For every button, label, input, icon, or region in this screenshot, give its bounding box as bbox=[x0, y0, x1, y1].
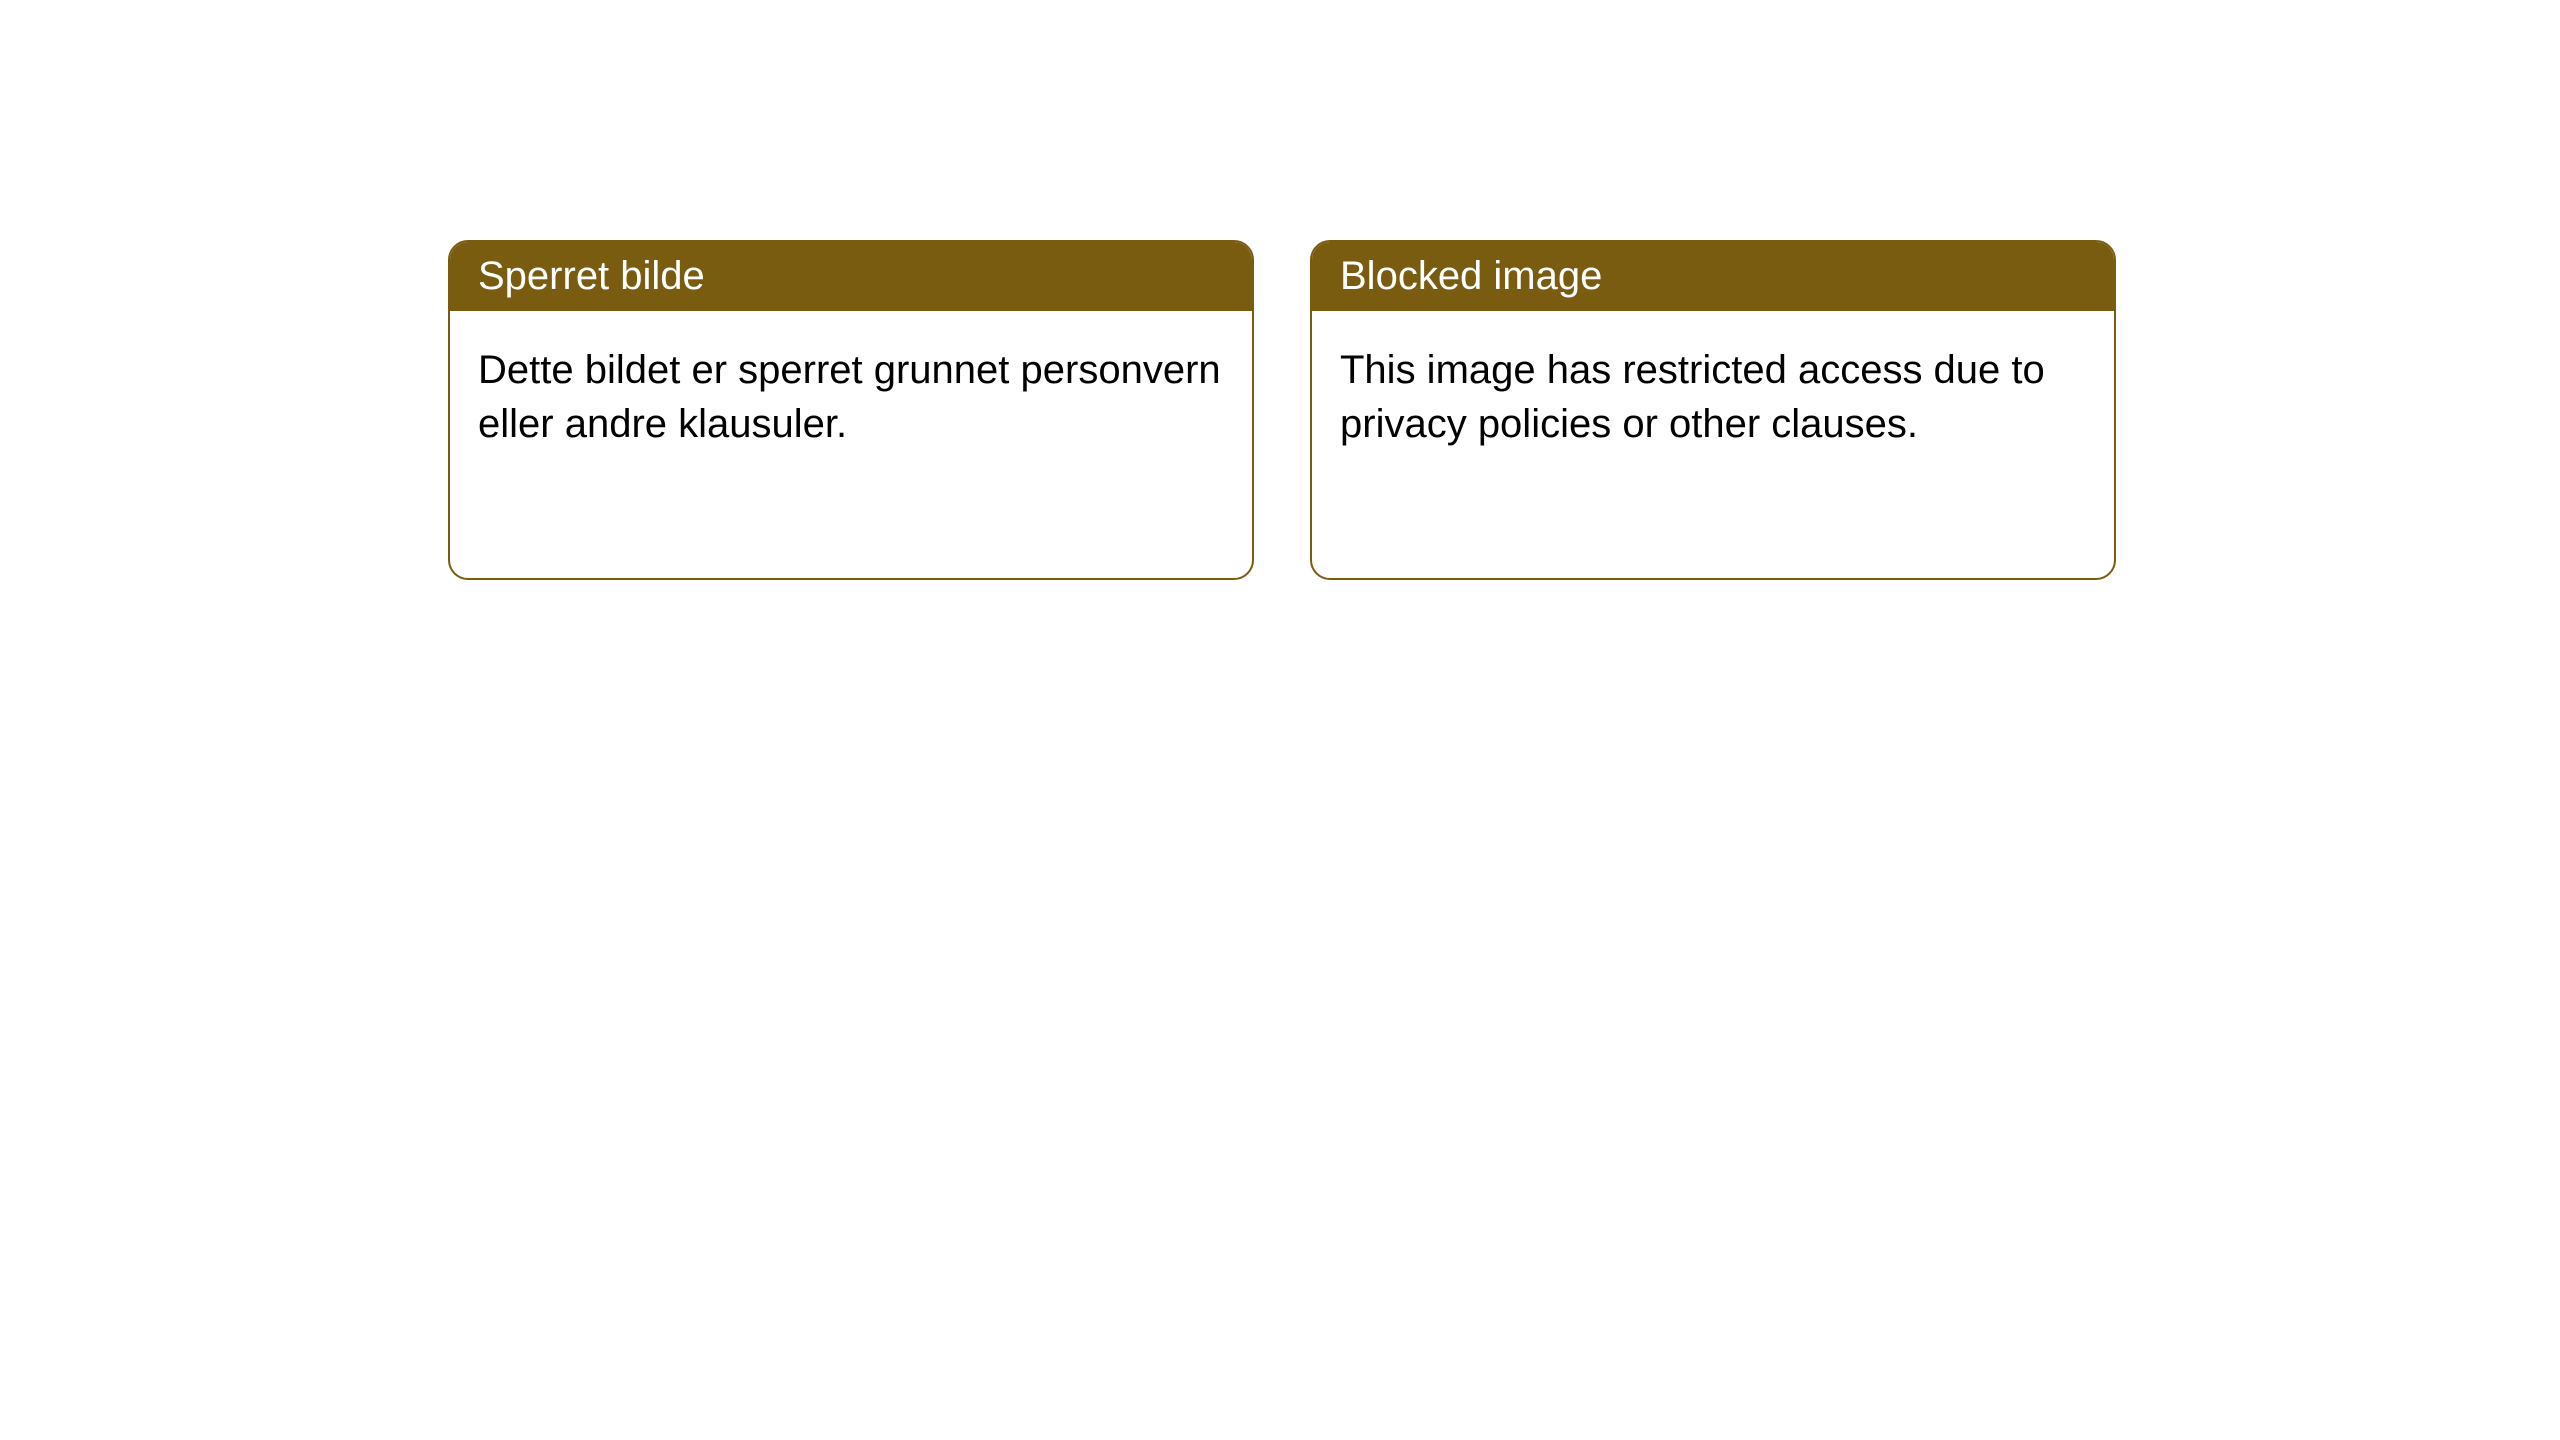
notice-card-norwegian: Sperret bilde Dette bildet er sperret gr… bbox=[448, 240, 1254, 580]
card-body-text: This image has restricted access due to … bbox=[1340, 348, 2045, 446]
card-header: Blocked image bbox=[1312, 242, 2114, 311]
notice-cards-container: Sperret bilde Dette bildet er sperret gr… bbox=[448, 240, 2560, 580]
card-body: Dette bildet er sperret grunnet personve… bbox=[450, 311, 1252, 483]
card-title: Sperret bilde bbox=[478, 254, 705, 298]
notice-card-english: Blocked image This image has restricted … bbox=[1310, 240, 2116, 580]
card-body-text: Dette bildet er sperret grunnet personve… bbox=[478, 348, 1221, 446]
card-title: Blocked image bbox=[1340, 254, 1602, 298]
card-body: This image has restricted access due to … bbox=[1312, 311, 2114, 483]
card-header: Sperret bilde bbox=[450, 242, 1252, 311]
